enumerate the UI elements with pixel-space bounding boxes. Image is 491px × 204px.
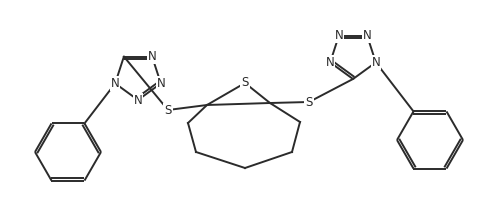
- Text: N: N: [157, 77, 165, 90]
- Text: S: S: [305, 95, 313, 109]
- Text: N: N: [111, 77, 119, 90]
- Text: N: N: [134, 93, 142, 106]
- Text: N: N: [334, 29, 343, 42]
- Text: S: S: [164, 103, 172, 116]
- Text: S: S: [241, 76, 248, 90]
- Text: N: N: [326, 56, 334, 69]
- Text: N: N: [372, 56, 380, 69]
- Text: N: N: [363, 29, 372, 42]
- Text: N: N: [148, 50, 157, 63]
